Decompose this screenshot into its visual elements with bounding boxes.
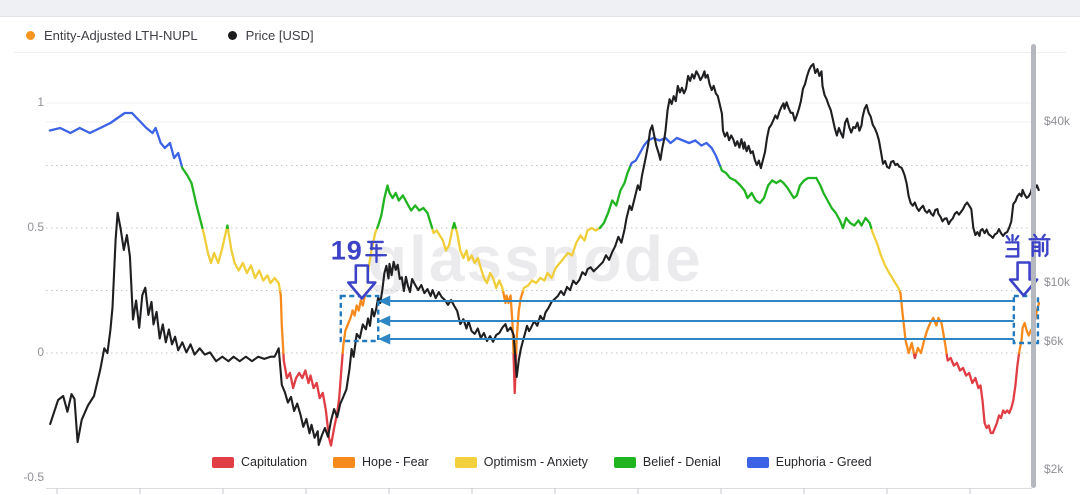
pointer-down-arrow-icon [1008, 261, 1039, 297]
right-axis-tick-$40k: $40k [1044, 114, 1071, 128]
price-series-label: Price [USD] [245, 27, 314, 43]
series-toggle-nupl[interactable]: Entity-Adjusted LTH-NUPL [26, 28, 198, 43]
price-series-dot-icon [227, 30, 237, 40]
compare-line-arrowhead-icon [378, 295, 391, 307]
nupl-series-dot-icon [26, 30, 35, 40]
chart-series-header: Entity-Adjusted LTH-NUPL Price [USD] [26, 17, 314, 53]
compare-line-arrowhead-icon [378, 315, 391, 327]
legend-label: Optimism - Anxiety [483, 455, 588, 469]
cjk-glyph-icon [1028, 233, 1051, 257]
right-axis-tick-$10k: $10k [1044, 275, 1071, 289]
legend-swatch-icon [746, 456, 769, 468]
vertical-scrollbar[interactable] [1031, 44, 1036, 488]
nupl-line-capitulation [282, 351, 1021, 447]
legend-label: Capitulation [241, 455, 308, 469]
nupl-line-optimism-anxiety [201, 226, 901, 292]
left-axis-tick--0.5: -0.5 [23, 470, 44, 484]
legend-item-optimism-anxiety[interactable]: Optimism - Anxiety [454, 455, 588, 469]
series-toggle-price[interactable]: Price [USD] [227, 27, 314, 43]
legend-swatch-icon [333, 456, 356, 468]
nupl-line-euphoria-greed [48, 111, 722, 167]
price-line [48, 62, 1040, 446]
legend-label: Hope - Fear [362, 455, 429, 469]
legend-swatch-icon [212, 456, 234, 468]
compare-line-arrowhead-icon [378, 333, 391, 345]
annotation-text: 9 [346, 235, 362, 265]
nupl-line-hope-fear [278, 289, 1041, 355]
left-axis-tick-0: 0 [37, 345, 44, 359]
left-axis-tick-0.5: 0.5 [27, 220, 44, 234]
legend-item-capitulation[interactable]: Capitulation [212, 455, 307, 469]
top-window-strip [0, 0, 1080, 17]
right-axis-tick-$6k: $6k [1044, 334, 1064, 349]
legend-swatch-icon [613, 456, 636, 468]
pointer-down-arrow-icon [347, 264, 377, 300]
legend-item-euphoria-greed[interactable]: Euphoria - Greed [746, 455, 872, 469]
left-axis-tick-1: 1 [37, 95, 44, 109]
zone-legend: Capitulation Hope - Fear Optimism - Anxiet… [212, 455, 872, 469]
nupl-line-belief-denial [180, 164, 873, 230]
cjk-glyph-icon [364, 240, 387, 264]
annotation-label [999, 233, 1052, 259]
header-divider [14, 52, 1066, 53]
legend-label: Belief - Denial [642, 455, 721, 469]
legend-label: Euphoria - Greed [775, 455, 872, 469]
legend-swatch-icon [454, 456, 477, 468]
nupl-series-label: Entity-Adjusted LTH-NUPL [44, 27, 198, 43]
legend-item-hope-fear[interactable]: Hope - Fear [333, 455, 429, 469]
right-axis-tick-$2k: $2k [1044, 461, 1064, 476]
cjk-glyph-icon [1004, 233, 1020, 258]
legend-item-belief-denial[interactable]: Belief - Denial [613, 455, 721, 469]
annotation-text: 1 [330, 235, 346, 265]
highlight-box [1012, 294, 1040, 345]
